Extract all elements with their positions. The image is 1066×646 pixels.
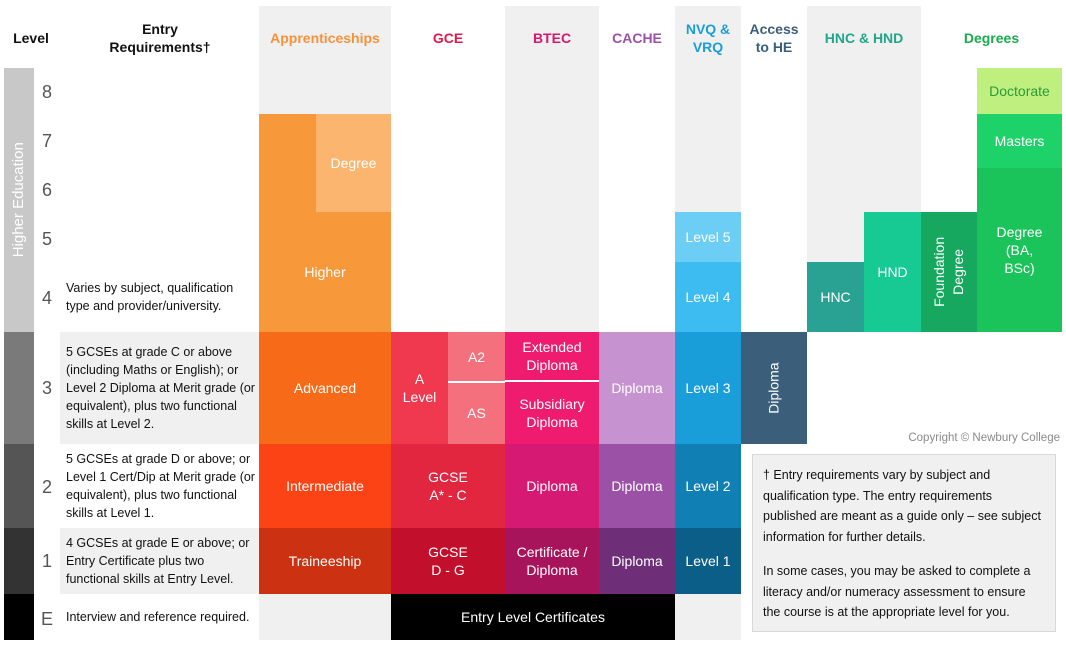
apprenticeship-advanced[interactable]: Advanced — [259, 332, 391, 444]
gce-as[interactable]: AS — [448, 383, 505, 444]
header-gce: GCE — [432, 29, 464, 46]
level1-bar — [4, 528, 34, 594]
header-btec: BTEC — [532, 29, 572, 46]
apprenticeship-intermediate[interactable]: Intermediate — [259, 444, 391, 528]
header-hnc-hnd: HNC & HND — [824, 29, 904, 46]
header-degrees: Degrees — [963, 29, 1020, 46]
requirement-level4: Varies by subject, qualification type an… — [66, 281, 234, 313]
header-entry: Entry Requirements† — [109, 20, 211, 55]
note-assessment: In some cases, you may be asked to compl… — [763, 564, 1031, 619]
header-cache: CACHE — [612, 29, 662, 46]
level-7: 7 — [41, 130, 52, 151]
apprenticeship-traineeship[interactable]: Traineeship — [259, 528, 391, 594]
level-2: 2 — [41, 476, 52, 497]
level3-bar — [4, 332, 34, 444]
btec-extended-diploma[interactable]: Extended Diploma — [505, 332, 599, 380]
gce-gcse-dg[interactable]: GCSE D - G — [391, 528, 505, 594]
nvq-level1[interactable]: Level 1 — [675, 528, 741, 594]
nvq-level3[interactable]: Level 3 — [675, 332, 741, 444]
header-apprenticeships: Apprenticeships — [270, 29, 380, 46]
requirement-level1: 4 GCSEs at grade E or above; or Entry Ce… — [60, 528, 259, 594]
requirement-levelE: Interview and reference required. — [66, 610, 250, 624]
nvq-level5[interactable]: Level 5 — [675, 212, 741, 262]
levelE-bar — [4, 594, 34, 640]
hnc[interactable]: HNC — [807, 262, 864, 332]
level-6: 6 — [41, 179, 52, 200]
level-E: E — [40, 608, 53, 629]
notes-box: † Entry requirements vary by subject and… — [752, 454, 1056, 632]
cache-diploma-l3[interactable]: Diploma — [599, 332, 675, 444]
btec-certificate-diploma[interactable]: Certificate / Diploma — [505, 528, 599, 594]
gce-divider — [448, 381, 505, 383]
gce-a-level[interactable]: A Level — [391, 332, 448, 444]
level-8: 8 — [41, 81, 52, 102]
nvq-level2[interactable]: Level 2 — [675, 444, 741, 528]
header-nvq: NVQ & VRQ — [685, 20, 731, 55]
higher-education-label: Higher Education — [10, 142, 28, 258]
level-5: 5 — [41, 228, 52, 249]
btec-divider — [505, 380, 599, 382]
copyright: Copyright © Newbury College — [908, 432, 1060, 444]
access-diploma[interactable]: Diploma — [741, 332, 807, 444]
apprenticeship-higher[interactable]: Higher — [304, 263, 346, 280]
masters[interactable]: Masters — [977, 114, 1062, 168]
header-level: Level — [13, 29, 49, 46]
hnd[interactable]: HND — [864, 212, 921, 332]
requirement-level3: 5 GCSEs at grade C or above (including M… — [60, 332, 259, 444]
level-4: 4 — [41, 287, 52, 308]
nvq-level4[interactable]: Level 4 — [675, 262, 741, 332]
higher-education-bar — [4, 68, 34, 332]
requirement-level2: 5 GCSEs at grade D or above; or Level 1 … — [66, 452, 255, 520]
btec-diploma[interactable]: Diploma — [505, 444, 599, 528]
level-3: 3 — [41, 377, 52, 398]
level-1: 1 — [41, 550, 52, 571]
foundation-degree[interactable]: Foundation Degree — [921, 212, 977, 332]
level2-bar — [4, 444, 34, 528]
header-access: Access to HE — [749, 20, 799, 55]
btec-subsidiary-diploma[interactable]: Subsidiary Diploma — [505, 382, 599, 444]
gce-a2[interactable]: A2 — [448, 332, 505, 382]
cache-diploma-l1[interactable]: Diploma — [599, 528, 675, 594]
cache-diploma-l2[interactable]: Diploma — [599, 444, 675, 528]
gce-gcse-ac[interactable]: GCSE A* - C — [391, 444, 505, 528]
note-entry-requirements: † Entry requirements vary by subject and… — [763, 468, 1041, 544]
entry-level-certificates[interactable]: Entry Level Certificates — [391, 594, 675, 640]
apprenticeship-degree[interactable]: Degree — [316, 114, 391, 212]
degree-ba-bsc[interactable]: Degree (BA, BSc) — [977, 168, 1062, 332]
doctorate[interactable]: Doctorate — [977, 68, 1062, 114]
